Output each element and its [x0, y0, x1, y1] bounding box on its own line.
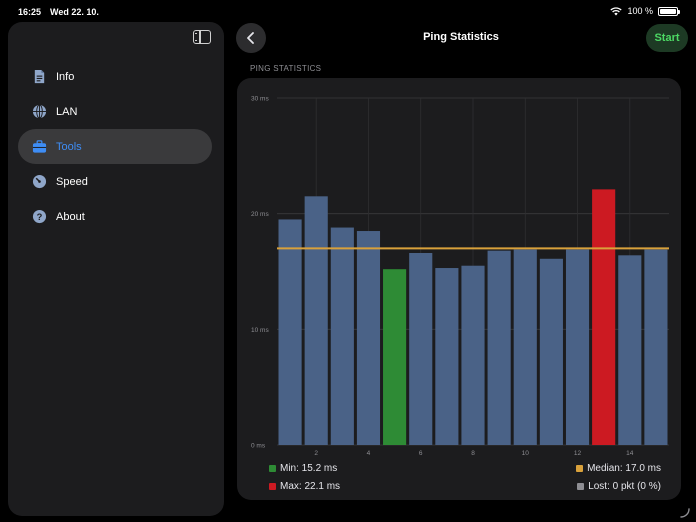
y-tick-label: 20 ms — [251, 211, 269, 218]
bar — [461, 265, 485, 445]
bar — [513, 249, 537, 445]
legend-median-text: Median: 17.0 ms — [587, 463, 661, 474]
battery-icon — [658, 6, 680, 16]
toolbox-icon — [32, 139, 47, 154]
bar — [592, 189, 616, 445]
status-right: 100 % — [610, 6, 680, 16]
speedometer-icon — [32, 174, 47, 189]
bar — [356, 231, 381, 445]
svg-text:?: ? — [37, 212, 43, 222]
x-tick-label: 14 — [626, 450, 634, 457]
sidebar: Info LAN Tools Speed ? About — [8, 22, 224, 516]
legend-lost-text: Lost: 0 pkt (0 %) — [588, 481, 661, 492]
bar — [618, 255, 642, 445]
status-date: Wed 22. 10. — [50, 7, 99, 17]
page-title: Ping Statistics — [423, 31, 499, 43]
x-tick-label: 4 — [367, 450, 371, 457]
resize-corner-icon — [680, 508, 690, 518]
sidebar-item-label: Info — [56, 70, 75, 83]
bar — [409, 252, 433, 445]
bar — [487, 250, 511, 445]
back-button[interactable] — [236, 23, 266, 53]
x-tick-label: 6 — [419, 450, 423, 457]
y-tick-label: 30 ms — [251, 96, 269, 103]
bar — [539, 258, 563, 445]
bar — [304, 196, 328, 445]
bar — [644, 249, 668, 445]
sidebar-item-info[interactable]: Info — [18, 59, 212, 94]
sidebar-item-label: About — [56, 210, 85, 223]
sidebar-nav: Info LAN Tools Speed ? About — [18, 59, 212, 234]
sidebar-item-label: Speed — [56, 175, 88, 188]
bar — [435, 268, 459, 445]
status-time: 16:25 — [18, 7, 42, 17]
sidebar-item-lan[interactable]: LAN — [18, 94, 212, 129]
x-tick-label: 10 — [522, 450, 530, 457]
wifi-icon — [610, 6, 623, 15]
sidebar-item-tools[interactable]: Tools — [18, 129, 212, 164]
sidebar-item-label: Tools — [56, 140, 82, 153]
chevron-left-icon — [247, 32, 254, 44]
legend-median: Median: 17.0 ms — [576, 463, 661, 474]
sidebar-item-speed[interactable]: Speed — [18, 164, 212, 199]
status-bar: 16:25 Wed 22. 10. 100 % — [0, 0, 696, 22]
legend-min-text: Min: 15.2 ms — [280, 463, 338, 474]
y-tick-label: 0 ms — [251, 443, 266, 450]
battery-percent: 100 % — [627, 6, 653, 16]
bar — [278, 219, 302, 445]
sidebar-item-label: LAN — [56, 105, 78, 118]
globe-icon — [32, 104, 47, 119]
max-swatch — [269, 483, 276, 490]
x-tick-label: 12 — [574, 450, 582, 457]
legend-max-text: Max: 22.1 ms — [280, 481, 341, 492]
sidebar-item-about[interactable]: ? About — [18, 199, 212, 234]
lost-swatch — [577, 483, 585, 490]
question-icon: ? — [32, 209, 47, 224]
ping-bar-chart: 30 ms 20 ms 10 ms 0 ms 2 4 6 8 10 12 14 — [251, 96, 669, 457]
legend-lost: Lost: 0 pkt (0 %) — [577, 481, 661, 492]
min-swatch — [269, 465, 276, 472]
x-tick-label: 8 — [471, 450, 475, 457]
legend-min: Min: 15.2 ms — [269, 463, 337, 474]
y-tick-label: 10 ms — [251, 327, 269, 334]
section-label: PING STATISTICS — [250, 64, 322, 73]
bar — [383, 269, 407, 445]
ping-chart-card: 30 ms 20 ms 10 ms 0 ms 2 4 6 8 10 12 14 Min: 15.2 … — [237, 78, 681, 500]
start-button[interactable]: Start — [646, 24, 688, 52]
x-tick-label: 2 — [314, 450, 318, 457]
bar — [565, 249, 590, 445]
sidebar-toggle-icon[interactable] — [193, 30, 211, 44]
legend-max: Max: 22.1 ms — [269, 481, 340, 492]
median-swatch — [576, 465, 584, 472]
document-icon — [32, 69, 47, 84]
bar — [330, 227, 354, 445]
